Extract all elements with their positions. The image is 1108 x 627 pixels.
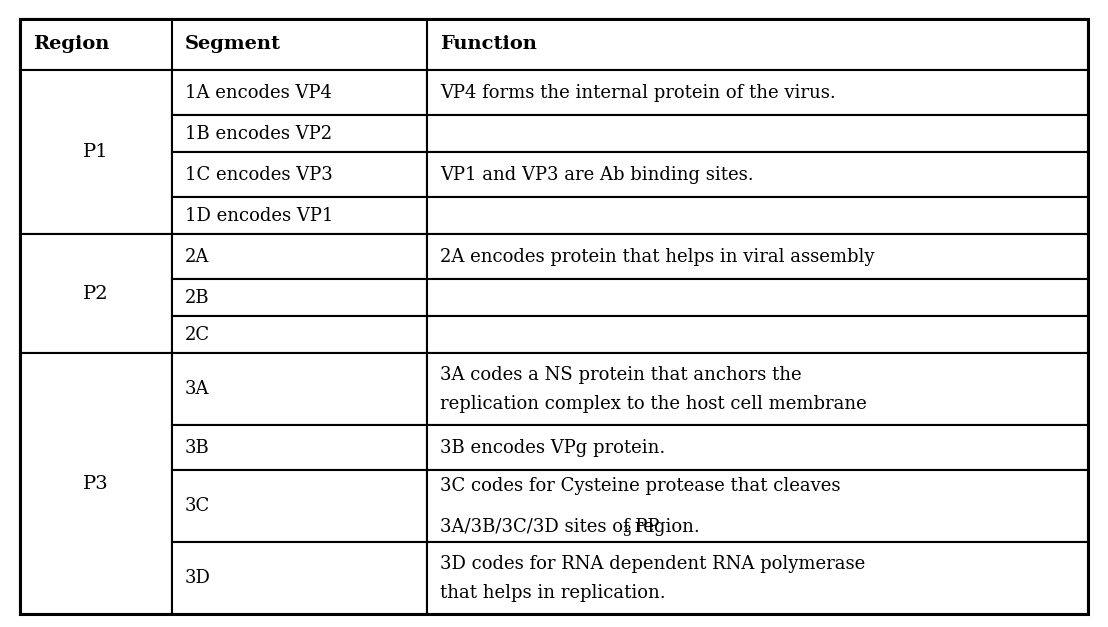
Bar [172, 115, 427, 152]
Bar [427, 115, 1088, 152]
Text: 3C: 3C [185, 497, 211, 515]
Bar [172, 353, 427, 425]
Bar [20, 353, 172, 614]
Text: 3D: 3D [185, 569, 211, 587]
Text: 1B encodes VP2: 1B encodes VP2 [185, 125, 332, 143]
Bar [427, 317, 1088, 353]
Text: P1: P1 [83, 143, 109, 161]
Text: Region: Region [33, 36, 110, 53]
Text: Function: Function [440, 36, 536, 53]
Text: 2A encodes protein that helps in viral assembly: 2A encodes protein that helps in viral a… [440, 248, 874, 266]
Bar [427, 353, 1088, 425]
Text: 3A: 3A [185, 381, 209, 398]
Bar [172, 280, 427, 317]
Text: 1A encodes VP4: 1A encodes VP4 [185, 84, 332, 102]
Bar [427, 234, 1088, 280]
Text: VP1 and VP3 are Ab binding sites.: VP1 and VP3 are Ab binding sites. [440, 166, 753, 184]
Bar [172, 70, 427, 115]
Text: P2: P2 [83, 285, 109, 303]
Bar [172, 152, 427, 198]
Text: 2C: 2C [185, 326, 211, 344]
Text: P3: P3 [83, 475, 109, 493]
Text: replication complex to the host cell membrane: replication complex to the host cell mem… [440, 394, 866, 413]
Bar [20, 70, 172, 234]
Bar [427, 542, 1088, 614]
Text: 3: 3 [624, 525, 632, 539]
Bar [427, 152, 1088, 198]
Bar [172, 542, 427, 614]
Text: 2B: 2B [185, 289, 209, 307]
Text: 1C encodes VP3: 1C encodes VP3 [185, 166, 332, 184]
Text: VP4 forms the internal protein of the virus.: VP4 forms the internal protein of the vi… [440, 84, 835, 102]
Bar [172, 425, 427, 470]
Bar [20, 234, 172, 353]
Text: 3B: 3B [185, 439, 209, 457]
Bar [172, 198, 427, 234]
Bar [20, 19, 1088, 70]
Text: that helps in replication.: that helps in replication. [440, 584, 666, 602]
Text: 3A codes a NS protein that anchors the: 3A codes a NS protein that anchors the [440, 366, 801, 384]
Bar [172, 234, 427, 280]
Bar [172, 470, 427, 542]
Text: 3A/3B/3C/3D sites of PP: 3A/3B/3C/3D sites of PP [440, 517, 659, 535]
Bar [427, 470, 1088, 542]
Text: 1D encodes VP1: 1D encodes VP1 [185, 207, 334, 225]
Text: 3B encodes VPg protein.: 3B encodes VPg protein. [440, 439, 665, 457]
Bar [427, 70, 1088, 115]
Bar [427, 280, 1088, 317]
Bar [172, 317, 427, 353]
Bar [427, 198, 1088, 234]
Bar [427, 425, 1088, 470]
Text: 2A: 2A [185, 248, 209, 266]
Text: 3D codes for RNA dependent RNA polymerase: 3D codes for RNA dependent RNA polymeras… [440, 555, 865, 573]
Text: 3C codes for Cysteine protease that cleaves: 3C codes for Cysteine protease that clea… [440, 477, 840, 495]
Text: Segment: Segment [185, 36, 281, 53]
Text: region.: region. [629, 517, 699, 535]
